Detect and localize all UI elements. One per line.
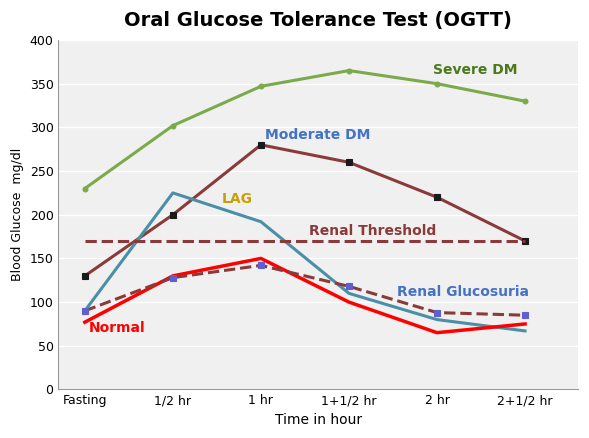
Y-axis label: Blood Glucose  mg/dl: Blood Glucose mg/dl [11, 148, 24, 281]
X-axis label: Time in hour: Time in hour [274, 413, 362, 427]
Text: Moderate DM: Moderate DM [265, 128, 370, 142]
Text: Renal Threshold: Renal Threshold [309, 224, 436, 238]
Text: Normal: Normal [89, 321, 146, 336]
Text: LAG: LAG [221, 192, 252, 206]
Text: Renal Glucosuria: Renal Glucosuria [398, 286, 530, 300]
Text: Severe DM: Severe DM [432, 63, 517, 77]
Title: Oral Glucose Tolerance Test (OGTT): Oral Glucose Tolerance Test (OGTT) [124, 11, 512, 30]
